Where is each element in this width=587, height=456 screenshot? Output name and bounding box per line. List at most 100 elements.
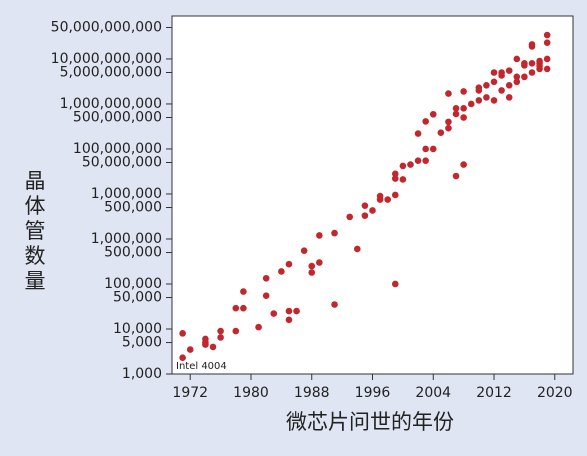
point	[331, 301, 338, 308]
y-tick-label: 50,000,000	[82, 155, 162, 171]
x-tick-label: 2020	[537, 385, 573, 401]
point	[186, 346, 194, 353]
point	[543, 31, 551, 39]
point	[490, 97, 498, 104]
point	[475, 97, 483, 104]
point	[513, 78, 521, 86]
point	[209, 343, 217, 351]
point	[429, 145, 437, 153]
point	[536, 57, 543, 65]
point	[179, 354, 186, 362]
point	[543, 65, 551, 73]
point	[217, 327, 224, 335]
point	[414, 157, 422, 164]
point	[437, 129, 445, 136]
point	[391, 280, 399, 288]
point	[293, 307, 300, 315]
point	[445, 124, 452, 132]
point	[452, 110, 460, 118]
point	[505, 81, 513, 89]
point	[361, 212, 369, 219]
x-tick-label: 1980	[233, 385, 269, 401]
x-tick-label: 2004	[415, 385, 451, 401]
y-tick-label: 1,000	[122, 366, 162, 382]
point	[278, 268, 285, 275]
y-tick-label: 10,000	[113, 321, 162, 337]
point	[285, 307, 293, 315]
x-tick-label: 1996	[355, 385, 391, 401]
y-tick-label: 1,000,000,000	[60, 96, 162, 112]
point	[490, 69, 498, 76]
y-axis-title: 晶体管数量	[22, 170, 46, 295]
point	[460, 161, 467, 168]
point	[285, 316, 293, 324]
point	[285, 260, 293, 268]
point	[505, 67, 513, 74]
point	[407, 161, 414, 168]
point	[521, 73, 528, 81]
y-tick-label: 500,000	[104, 245, 162, 261]
point	[543, 39, 551, 46]
point	[361, 202, 369, 209]
point	[240, 288, 247, 295]
point	[467, 100, 475, 108]
point	[217, 334, 224, 341]
point	[202, 335, 209, 343]
point	[399, 176, 407, 183]
x-tick-label: 1988	[294, 385, 330, 401]
point	[452, 172, 460, 180]
point	[376, 192, 384, 200]
point	[422, 118, 429, 125]
y-tick-label: 500,000,000	[73, 110, 162, 126]
point	[179, 330, 186, 337]
point	[240, 304, 247, 312]
point	[232, 304, 240, 312]
point	[528, 60, 536, 67]
point	[300, 247, 308, 254]
point	[262, 274, 270, 282]
point	[452, 105, 460, 112]
point	[384, 196, 391, 203]
y-tick-label: 50,000	[113, 290, 162, 306]
point	[513, 73, 521, 81]
point	[513, 55, 521, 63]
point	[270, 310, 278, 317]
point	[422, 145, 429, 153]
point	[528, 69, 536, 76]
x-tick-label: 1972	[172, 385, 208, 401]
point	[369, 207, 376, 214]
point	[399, 162, 407, 170]
annotation: Intel 4004	[176, 361, 227, 372]
y-tick-label: 5,000,000,000	[60, 64, 162, 80]
y-tick-label: 5,000	[122, 335, 162, 351]
point	[445, 90, 452, 97]
x-axis-title: 微芯片问世的年份	[286, 410, 454, 434]
plot-area	[171, 15, 574, 375]
y-tick-label: 10,000,000,000	[51, 51, 162, 67]
point	[528, 41, 536, 48]
y-tick-label: 500,000	[104, 200, 162, 216]
y-tick-label: 1,000,000	[91, 231, 162, 247]
point	[490, 78, 498, 86]
point	[232, 327, 240, 335]
point	[543, 55, 551, 63]
point	[429, 110, 437, 118]
y-tick-label: 100,000	[104, 276, 162, 292]
point	[391, 191, 399, 199]
point	[505, 94, 513, 101]
point	[445, 118, 452, 126]
point	[331, 229, 338, 237]
point	[521, 60, 528, 67]
point	[316, 232, 323, 239]
x-tick-label: 2012	[476, 385, 512, 401]
point	[308, 262, 316, 270]
point	[354, 245, 361, 253]
y-tick-label: 100,000,000	[73, 141, 162, 157]
y-tick-label: 1,000,000	[91, 186, 162, 202]
y-tick-label: 50,000,000,000	[51, 19, 162, 35]
point	[346, 213, 354, 221]
point	[316, 259, 323, 266]
point	[414, 130, 422, 137]
